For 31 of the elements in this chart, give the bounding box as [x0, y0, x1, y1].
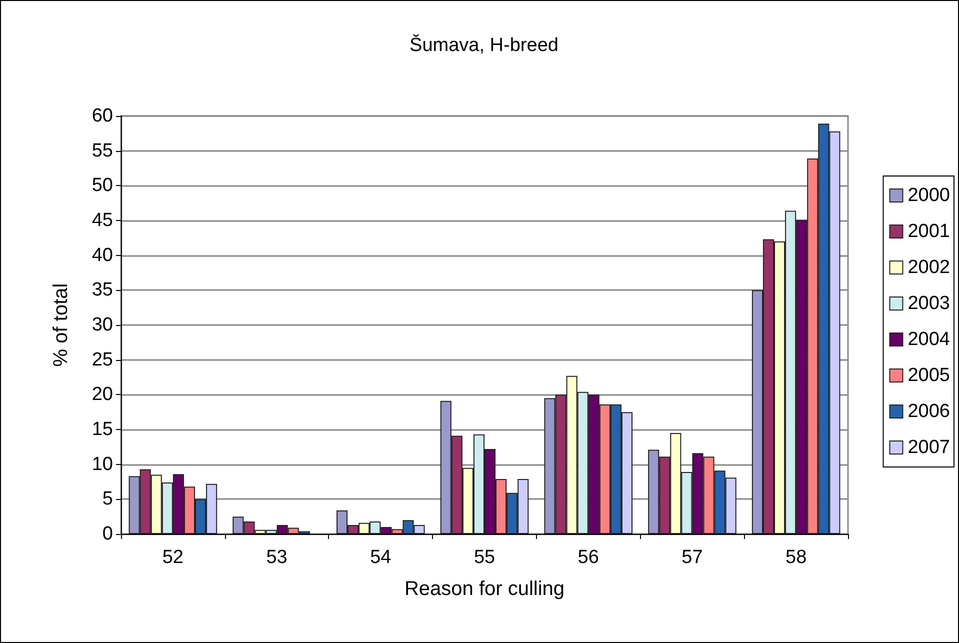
y-tick-label: 60	[92, 106, 113, 126]
x-tick-label: 52	[162, 547, 184, 568]
y-tick-label: 25	[92, 349, 113, 370]
y-tick-label: 45	[92, 210, 113, 231]
legend-label: 2006	[908, 401, 950, 422]
legend-label: 2005	[908, 365, 950, 386]
y-tick-label: 0	[102, 524, 113, 544]
y-tick-label: 15	[92, 419, 113, 440]
x-tick-label: 56	[578, 547, 599, 568]
y-tick-label: 20	[92, 384, 113, 406]
y-tick-label: 50	[92, 175, 113, 196]
x-axis-title: Reason for culling	[404, 578, 565, 600]
y-tick-label: 40	[92, 244, 113, 266]
legend-label: 2007	[908, 437, 950, 458]
x-tick-label: 57	[682, 547, 703, 568]
x-tick-label: 54	[370, 547, 392, 568]
legend-label: 2004	[908, 329, 950, 350]
legend-label: 2003	[908, 293, 950, 314]
x-tick-label: 55	[474, 547, 496, 568]
y-tick-label: 55	[92, 140, 113, 162]
legend-label: 2001	[908, 221, 950, 242]
legend-label: 2002	[908, 257, 950, 278]
y-tick-label: 10	[92, 454, 113, 475]
x-tick-label: 58	[786, 547, 807, 568]
y-axis-title: % of total	[50, 283, 72, 367]
y-tick-label: 30	[92, 314, 113, 336]
chart-title: Šumava, H-breed	[410, 34, 558, 56]
y-tick-label: 5	[102, 488, 113, 510]
x-tick-label: 53	[266, 547, 288, 568]
y-tick-label: 35	[92, 280, 113, 301]
legend-label: 2000	[908, 185, 950, 206]
